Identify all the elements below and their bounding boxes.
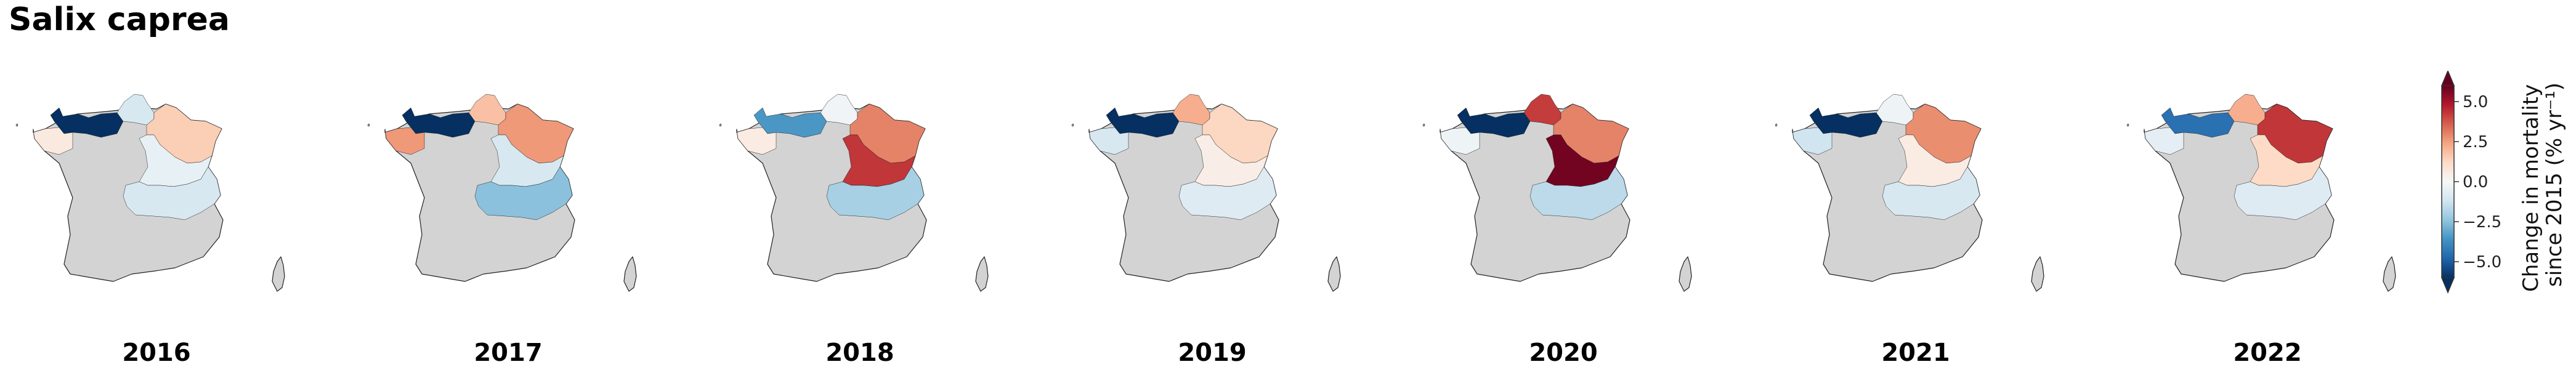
colorbar-tick-label: 0.0 [2463, 173, 2488, 192]
year-label-2016: 2016 [9, 339, 304, 367]
colorbar-max-arrow [2442, 71, 2454, 86]
map-panel-2016: 2016 [9, 58, 304, 323]
colorbar-tick-label: 2.5 [2463, 133, 2488, 151]
islet-outline [2127, 124, 2129, 126]
corsica-outline [272, 257, 285, 291]
islet-outline [719, 124, 721, 126]
figure-title: Salix caprea [9, 1, 230, 38]
colorbar-ticks: 5.0 2.5 0.0 −2.5 −5.0 [2454, 93, 2501, 272]
map-panel-2019: 2019 [1064, 58, 1360, 323]
year-label-2021: 2021 [1768, 339, 2064, 367]
map-panel-2017: 2017 [360, 58, 656, 323]
region-hauts-de-france [469, 94, 506, 125]
islet-outline [16, 124, 18, 126]
colorbar-label: Change in mortality since 2015 (% yr⁻¹) [2519, 78, 2567, 292]
islet-outline [1775, 124, 1777, 126]
france-map-2016 [9, 58, 304, 323]
corsica-outline [2383, 257, 2396, 291]
map-panel-2022: 2022 [2120, 58, 2415, 323]
map-panel-2020: 2020 [1416, 58, 1711, 323]
year-label-2017: 2017 [360, 339, 656, 367]
islet-outline [1423, 124, 1425, 126]
france-map-2021 [1768, 58, 2064, 323]
colorbar-tick-label: −2.5 [2463, 213, 2501, 232]
islet-outline [368, 124, 370, 126]
colorbar-tick-label: −5.0 [2463, 253, 2501, 272]
year-label-2020: 2020 [1416, 339, 1711, 367]
corsica-outline [976, 257, 988, 291]
colorbar-tick-label: 5.0 [2463, 93, 2488, 111]
corsica-outline [2031, 257, 2044, 291]
region-hauts-de-france [2228, 94, 2265, 125]
france-map-2018 [712, 58, 1008, 323]
map-panel-2018: 2018 [712, 58, 1008, 323]
region-hauts-de-france [1524, 94, 1561, 125]
year-label-2019: 2019 [1064, 339, 1360, 367]
colorbar-bar [2442, 86, 2454, 278]
corsica-outline [624, 257, 636, 291]
map-panel-2021: 2021 [1768, 58, 2064, 323]
region-hauts-de-france [1876, 94, 1913, 125]
islet-outline [1072, 124, 1074, 126]
region-hauts-de-france [820, 94, 857, 125]
france-map-2017 [360, 58, 656, 323]
year-label-2022: 2022 [2120, 339, 2415, 367]
region-hauts-de-france [117, 94, 154, 125]
year-label-2018: 2018 [712, 339, 1008, 367]
colorbar-label-line1: Change in mortality [2519, 84, 2543, 292]
colorbar: 5.0 2.5 0.0 −2.5 −5.0 Change in mortality si… [2439, 71, 2576, 317]
colorbar-label-line2: since 2015 (% yr⁻¹) [2542, 83, 2567, 287]
corsica-outline [1328, 257, 1340, 291]
france-map-2022 [2120, 58, 2415, 323]
region-hauts-de-france [1173, 94, 1210, 125]
france-map-2020 [1416, 58, 1711, 323]
colorbar-min-arrow [2442, 278, 2454, 292]
france-map-2019 [1064, 58, 1360, 323]
corsica-outline [1679, 257, 1691, 291]
